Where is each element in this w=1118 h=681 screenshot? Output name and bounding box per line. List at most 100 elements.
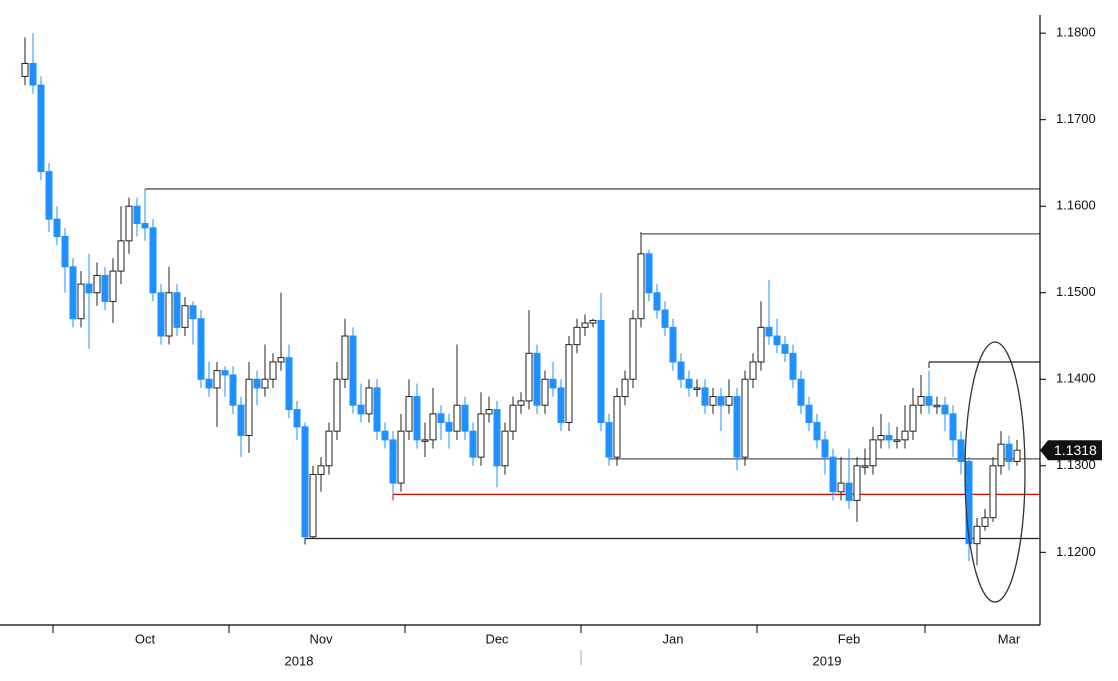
candle-body [477,413,485,458]
candle-body [765,326,773,337]
candle-body [653,292,661,311]
candle-body [149,227,157,294]
candle-body [677,361,685,380]
candle-body [725,396,733,406]
y-tick-label: 1.1800 [1056,25,1096,40]
candle-body [37,84,45,173]
candle-body [301,426,309,538]
candle-body [221,370,229,376]
candle-body [821,439,829,458]
candle-body [797,378,805,406]
candle-body [325,430,333,467]
candle-body [885,435,893,441]
candle-body [397,430,405,484]
candle-body [77,283,85,320]
candle-body [485,409,493,415]
candle-body [941,404,949,415]
x-tick-label: Mar [998,631,1021,646]
y-tick-label: 1.1700 [1056,111,1096,126]
candle-body [461,404,469,432]
candle-body [845,482,853,501]
candle-body [181,305,189,328]
candle-body [101,274,109,302]
candle-body [357,404,365,415]
candle-body [1005,443,1013,462]
candle-body [205,378,213,389]
candle-body [981,517,989,527]
x-tick-label: Feb [838,631,860,646]
candle-body [389,439,397,484]
levels [144,188,1040,545]
candle-body [317,465,325,475]
year-label: 2019 [813,653,842,668]
candle-body [109,270,117,302]
candle-body [69,266,77,320]
candle-body [805,404,813,424]
candle-body [53,218,61,238]
candle-body [693,387,701,390]
candle-body [269,361,277,380]
x-tick-label: Oct [135,631,156,646]
candle-body [349,335,357,406]
candle-body [85,283,93,294]
candle-body [133,205,141,225]
candle-body [237,404,245,437]
candle-body [933,404,941,408]
last-price-label: 1.1318 [1054,442,1097,458]
candle-body [661,309,669,328]
candle-body [957,439,965,462]
candle-body [581,322,589,328]
candle-body [501,430,509,467]
candle-body [333,378,341,432]
y-tick-label: 1.1600 [1056,198,1096,213]
candles [21,33,1021,566]
candle-body [893,439,901,442]
candle-body [525,352,533,402]
y-tick-label: 1.1300 [1056,457,1096,472]
candle-body [701,387,709,406]
candle-body [949,413,957,441]
candle-body [173,292,181,328]
candle-body [589,319,597,324]
candle-body [741,378,749,458]
y-tick-label: 1.1400 [1056,371,1096,386]
candle-body [413,396,421,441]
candle-body [405,396,413,432]
candle-body [557,387,565,424]
candle-body [245,378,253,437]
candle-body [709,396,717,406]
candle-body [293,409,301,428]
candle-body [45,171,53,220]
candle-body [989,465,997,519]
candle-body [669,326,677,363]
highlight-ellipse [964,341,1026,603]
candle-body [117,240,125,272]
candle-body [685,378,693,389]
candle-body [125,205,133,242]
candle-body [749,361,757,380]
candle-body [925,396,933,406]
candle-body [629,318,637,380]
candle-body [437,413,445,424]
candle-body [373,387,381,432]
candle-body [917,396,925,406]
candle-body [573,326,581,346]
candle-body [565,344,573,424]
axes: 1.1200 1.1300 1.1400 1.1500 1.1600 1.1700 1.18… [52,25,1102,668]
candle-body [637,253,645,320]
candle-body [1013,449,1021,462]
candle-body [453,404,461,432]
candle-body [421,439,429,442]
candle-body [733,396,741,458]
year-label: 2018 [285,653,314,668]
candle-body [141,223,149,229]
candle-body [773,335,781,346]
candle-body [285,357,293,411]
candle-body [853,465,861,501]
candle-body [789,352,797,380]
candle-body [509,404,517,432]
candle-body [877,435,885,441]
candle-body [781,344,789,354]
candle-body [213,370,221,389]
